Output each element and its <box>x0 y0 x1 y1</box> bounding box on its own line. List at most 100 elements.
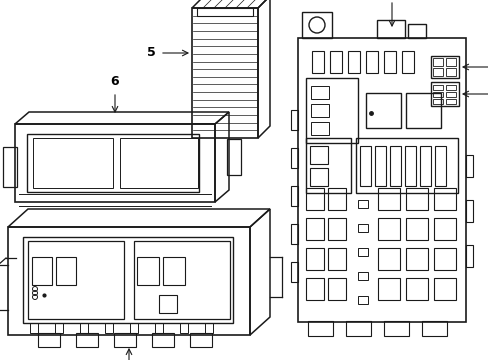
Bar <box>55 323 63 333</box>
Bar <box>290 186 297 206</box>
Bar <box>355 138 457 193</box>
Bar <box>310 122 328 135</box>
Bar <box>376 20 404 38</box>
Bar <box>407 24 425 38</box>
Text: 5: 5 <box>147 46 156 59</box>
Bar <box>297 38 465 322</box>
Bar <box>327 278 346 300</box>
Bar <box>430 82 458 106</box>
Bar <box>357 200 367 208</box>
Bar <box>365 93 400 128</box>
Bar <box>445 99 455 104</box>
Bar <box>377 188 399 210</box>
Bar <box>309 168 327 186</box>
Bar <box>432 68 442 76</box>
Bar <box>465 245 472 267</box>
Bar <box>305 188 324 210</box>
Bar <box>445 68 455 76</box>
Bar <box>445 85 455 90</box>
Bar <box>327 188 346 210</box>
Bar <box>28 241 124 319</box>
Bar <box>192 8 258 138</box>
Bar <box>32 257 52 285</box>
Bar <box>80 323 88 333</box>
Bar <box>405 248 427 270</box>
Bar <box>56 257 76 285</box>
Bar <box>159 295 177 313</box>
Bar <box>346 321 370 336</box>
Bar <box>27 134 199 192</box>
Bar <box>327 248 346 270</box>
Bar <box>405 218 427 240</box>
Bar <box>305 138 350 193</box>
Bar <box>430 56 458 78</box>
Bar <box>445 58 455 66</box>
Bar <box>465 155 472 177</box>
Bar <box>76 333 98 347</box>
Bar <box>3 147 17 187</box>
Text: 6: 6 <box>110 75 119 88</box>
Bar <box>357 272 367 280</box>
Bar <box>432 99 442 104</box>
Bar <box>405 93 440 128</box>
Bar <box>105 323 113 333</box>
Bar <box>357 248 367 256</box>
Bar <box>465 200 472 222</box>
Bar <box>434 146 445 186</box>
Bar <box>432 85 442 90</box>
Bar <box>433 218 455 240</box>
Bar <box>445 92 455 97</box>
Bar <box>309 146 327 164</box>
Bar <box>134 241 229 319</box>
Bar <box>310 86 328 99</box>
Bar <box>432 92 442 97</box>
Bar <box>401 51 413 73</box>
Bar <box>305 278 324 300</box>
Bar <box>327 218 346 240</box>
Bar <box>290 224 297 244</box>
Bar <box>359 146 370 186</box>
Bar <box>197 8 252 16</box>
Bar <box>190 333 212 347</box>
Bar <box>433 248 455 270</box>
Bar <box>389 146 400 186</box>
Bar <box>433 188 455 210</box>
Bar <box>163 257 184 285</box>
Bar <box>347 51 359 73</box>
Bar <box>130 323 138 333</box>
Bar <box>33 138 113 188</box>
Bar <box>383 51 395 73</box>
Bar <box>114 333 136 347</box>
Bar <box>30 323 38 333</box>
Bar <box>377 218 399 240</box>
Bar <box>180 323 187 333</box>
Bar <box>421 321 446 336</box>
Bar <box>152 333 174 347</box>
Bar <box>137 257 159 285</box>
Bar <box>226 139 241 175</box>
Bar <box>302 12 331 38</box>
Bar <box>290 148 297 168</box>
Bar <box>433 278 455 300</box>
Bar <box>383 321 408 336</box>
Bar <box>305 218 324 240</box>
Bar <box>305 248 324 270</box>
Bar <box>405 278 427 300</box>
Bar <box>23 237 232 323</box>
Bar <box>377 248 399 270</box>
Bar <box>310 104 328 117</box>
Bar <box>120 138 198 188</box>
Bar <box>305 78 357 143</box>
Bar <box>8 227 249 335</box>
Bar <box>38 333 60 347</box>
Bar <box>311 51 324 73</box>
Bar <box>419 146 430 186</box>
Bar <box>290 110 297 130</box>
Bar <box>290 262 297 282</box>
Bar <box>432 58 442 66</box>
Bar <box>307 321 332 336</box>
Bar <box>15 124 215 202</box>
Bar <box>329 51 341 73</box>
Bar <box>404 146 415 186</box>
Bar <box>365 51 377 73</box>
